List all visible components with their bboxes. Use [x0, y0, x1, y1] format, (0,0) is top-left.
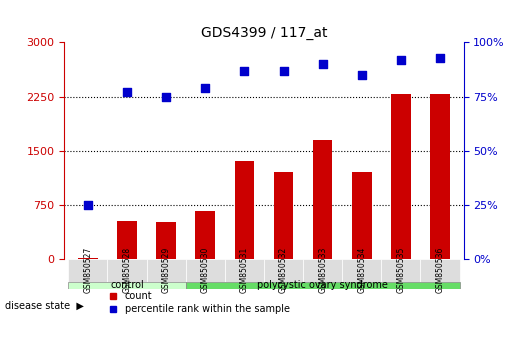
Bar: [391, 95, 410, 259]
Text: GSM850528: GSM850528: [123, 247, 131, 293]
Legend: count, percentile rank within the sample: count, percentile rank within the sample: [109, 291, 290, 314]
Text: control: control: [110, 280, 144, 290]
FancyBboxPatch shape: [147, 259, 186, 281]
Bar: [273, 172, 293, 259]
Bar: [157, 222, 176, 259]
Point: [201, 85, 210, 91]
Text: polycystic ovary syndrome: polycystic ovary syndrome: [257, 280, 388, 290]
Text: disease state  ▶: disease state ▶: [5, 301, 84, 311]
Bar: [313, 140, 332, 259]
FancyBboxPatch shape: [420, 259, 459, 281]
FancyBboxPatch shape: [108, 259, 147, 281]
Bar: [430, 95, 450, 259]
Text: GSM850533: GSM850533: [318, 247, 327, 293]
FancyBboxPatch shape: [264, 259, 303, 281]
Bar: [196, 211, 215, 259]
Point: [397, 57, 405, 63]
Text: GSM850529: GSM850529: [162, 247, 170, 293]
FancyBboxPatch shape: [186, 259, 225, 281]
Point: [318, 61, 327, 67]
Point: [241, 68, 249, 73]
FancyBboxPatch shape: [381, 259, 420, 281]
Text: GSM850535: GSM850535: [397, 247, 405, 293]
Point: [162, 94, 170, 99]
Text: GSM850530: GSM850530: [201, 247, 210, 293]
Text: GSM850532: GSM850532: [279, 247, 288, 293]
Text: GSM850531: GSM850531: [240, 247, 249, 293]
Bar: [78, 257, 98, 259]
Point: [436, 55, 444, 61]
Point: [123, 90, 131, 95]
FancyBboxPatch shape: [186, 281, 459, 289]
Bar: [117, 221, 137, 259]
Point: [84, 202, 92, 207]
Point: [357, 72, 366, 78]
FancyBboxPatch shape: [68, 281, 186, 289]
Text: GSM850536: GSM850536: [436, 247, 444, 293]
Bar: [352, 172, 371, 259]
FancyBboxPatch shape: [68, 259, 108, 281]
Text: GSM850527: GSM850527: [83, 247, 92, 293]
FancyBboxPatch shape: [303, 259, 342, 281]
FancyBboxPatch shape: [225, 259, 264, 281]
Bar: [235, 161, 254, 259]
Text: GSM850534: GSM850534: [357, 247, 366, 293]
Point: [279, 68, 287, 73]
FancyBboxPatch shape: [342, 259, 381, 281]
Title: GDS4399 / 117_at: GDS4399 / 117_at: [201, 26, 327, 40]
